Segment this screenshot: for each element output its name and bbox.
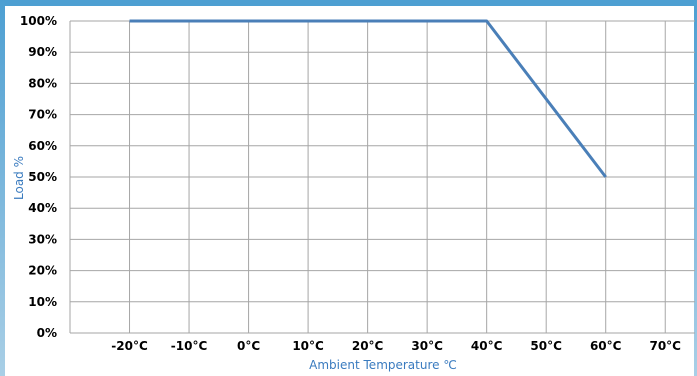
x-tick-label: 30°C xyxy=(411,339,443,353)
series-layer xyxy=(129,19,607,178)
y-tick-label: 60% xyxy=(28,139,57,153)
header-bar xyxy=(0,0,697,6)
x-tick-label: 50°C xyxy=(530,339,562,353)
y-tick-labels: 0% 10% 20% 30% 40% 50% 60% 70% 80% 90% 100% xyxy=(20,14,57,340)
x-tick-label: -10°C xyxy=(171,339,208,353)
y-tick-label: 0% xyxy=(37,326,57,340)
y-axis-title: Load % xyxy=(12,156,26,200)
y-tick-label: 50% xyxy=(28,170,57,184)
x-axis-title: Ambient Temperature ℃ xyxy=(309,358,457,372)
y-tick-label: 10% xyxy=(28,295,57,309)
x-tick-label: 60°C xyxy=(590,339,622,353)
x-tick-label: 10°C xyxy=(292,339,324,353)
left-border xyxy=(0,0,5,376)
right-border xyxy=(694,0,697,376)
y-tick-label: 70% xyxy=(28,108,57,122)
y-tick-label: 40% xyxy=(28,201,57,215)
x-tick-label: -20°C xyxy=(111,339,148,353)
y-tick-label: 80% xyxy=(28,76,57,90)
x-tick-label: 20°C xyxy=(352,339,384,353)
x-tick-label: 40°C xyxy=(471,339,503,353)
y-tick-label: 90% xyxy=(28,45,57,59)
y-tick-label: 20% xyxy=(28,264,57,278)
x-tick-label: 0°C xyxy=(237,339,260,353)
y-tick-label: 30% xyxy=(28,232,57,246)
grid-lines xyxy=(69,20,695,334)
x-tick-labels: -20°C -10°C 0°C 10°C 20°C 30°C 40°C 50°C 60°C 70°… xyxy=(111,339,681,353)
x-tick-label: 70°C xyxy=(649,339,681,353)
y-tick-label: 100% xyxy=(20,14,57,28)
series-line xyxy=(129,19,607,178)
